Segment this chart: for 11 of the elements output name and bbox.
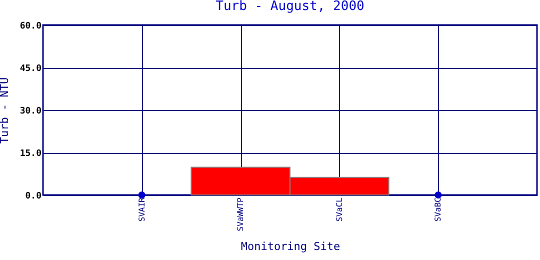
y-tick-label: 45.0: [20, 64, 42, 74]
y-tick-label: 15.0: [20, 149, 42, 159]
x-tick-label: SVAIR: [137, 197, 146, 222]
x-axis-title: Monitoring Site: [240, 240, 340, 254]
y-tick-label: 60.0: [20, 22, 42, 32]
y-tick-label: 30.0: [20, 106, 42, 116]
x-tick-label: SVaBC: [434, 197, 443, 222]
y-tick-label: 0.0: [25, 192, 42, 202]
x-tick-label: SVaWWTP: [236, 197, 246, 232]
chart-title: Turb - August, 2000: [216, 0, 364, 14]
x-tick-label: SVaCL: [334, 197, 344, 222]
